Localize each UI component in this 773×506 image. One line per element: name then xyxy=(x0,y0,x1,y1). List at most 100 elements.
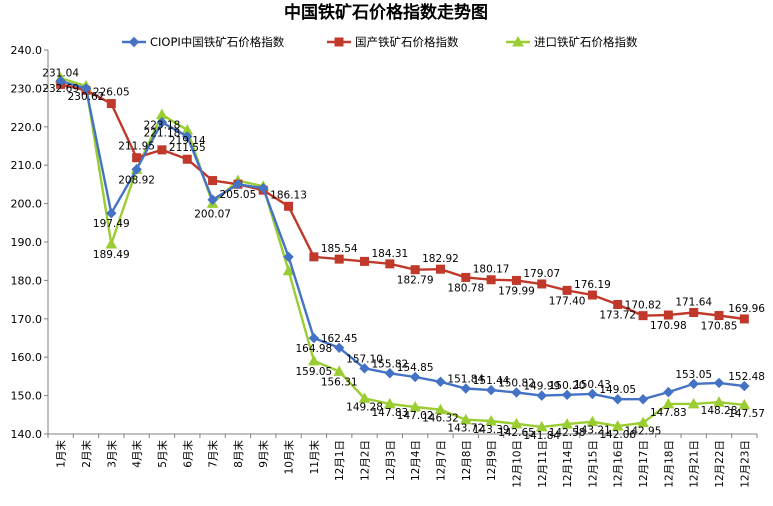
data-point xyxy=(383,397,396,409)
plot-area xyxy=(47,50,757,435)
data-point xyxy=(713,396,725,407)
legend-item-1: 国产铁矿石价格指数 xyxy=(327,35,459,49)
data-point xyxy=(358,392,371,403)
series-layer xyxy=(54,72,751,432)
data-point xyxy=(283,251,294,263)
data-label: 150.43 xyxy=(574,379,611,391)
chart-title: 中国铁矿石价格指数走势图 xyxy=(284,2,488,23)
x-tick-label: 2月末 xyxy=(80,440,93,468)
data-label: 197.49 xyxy=(93,218,130,230)
data-point xyxy=(132,153,142,163)
data-label: 143.72 xyxy=(447,423,484,435)
data-point xyxy=(561,418,573,429)
data-point xyxy=(511,275,521,285)
data-label: 164.98 xyxy=(296,343,333,355)
data-label: 205.05 xyxy=(220,189,257,201)
data-point xyxy=(561,389,573,401)
data-point xyxy=(308,332,320,344)
data-point xyxy=(409,371,421,383)
y-tick-label: 140.0 xyxy=(11,428,43,441)
data-label: 171.64 xyxy=(675,297,712,309)
data-point xyxy=(637,394,649,405)
x-tick-label: 3月末 xyxy=(105,440,118,468)
x-tick-label: 12月17日 xyxy=(638,440,650,488)
data-label: 186.13 xyxy=(270,189,307,201)
x-tick-label: 11月末 xyxy=(308,440,321,475)
y-tick-label: 210.0 xyxy=(11,159,43,172)
data-point xyxy=(131,164,142,175)
data-point xyxy=(182,131,193,142)
data-label: 173.72 xyxy=(599,310,636,322)
y-tick-label: 190.0 xyxy=(11,236,43,249)
series-line xyxy=(60,83,745,321)
x-tick-label: 12月3日 xyxy=(385,440,397,481)
data-label: 151.84 xyxy=(447,374,484,386)
x-tick-label: 12月7日 xyxy=(435,440,447,481)
data-label: 150.82 xyxy=(498,377,535,389)
legend: CIOPI中国铁矿石价格指数 国产铁矿石价格指数 进口铁矿石价格指数 xyxy=(122,35,638,49)
x-axis: 1月末 2月末 3月末 4月末 5月末 6月末 7月末 8月末 9月末 10月末 11月末 12月1日… xyxy=(47,434,758,488)
y-tick-label: 150.0 xyxy=(11,390,43,403)
data-point xyxy=(333,365,346,376)
data-point xyxy=(663,310,673,320)
data-point xyxy=(688,378,699,390)
data-point xyxy=(282,264,295,276)
legend-label: CIOPI中国铁矿石价格指数 xyxy=(150,35,285,49)
series-line xyxy=(60,79,745,401)
data-label: 142.06 xyxy=(599,429,636,441)
legend-swatch-marker xyxy=(128,36,140,48)
data-point xyxy=(613,300,623,310)
data-point xyxy=(687,397,700,409)
data-label: 143.39 xyxy=(473,424,510,436)
legend-label: 国产铁矿石价格指数 xyxy=(355,35,459,49)
data-label: 142.58 xyxy=(549,427,586,439)
data-point xyxy=(182,154,192,164)
data-label: 182.79 xyxy=(397,275,434,287)
series-line xyxy=(60,76,745,429)
data-point xyxy=(461,272,471,282)
data-label: 170.85 xyxy=(701,321,738,333)
data-point xyxy=(384,368,396,379)
data-point xyxy=(360,256,370,266)
data-point xyxy=(157,145,167,155)
data-label: 170.98 xyxy=(650,320,687,332)
data-label: 157.10 xyxy=(346,353,383,365)
data-point xyxy=(105,237,118,249)
data-point xyxy=(713,377,725,389)
data-point xyxy=(80,83,92,94)
data-point xyxy=(536,390,547,401)
data-label: 147.83 xyxy=(650,407,687,419)
data-label: 219.14 xyxy=(169,135,206,147)
data-point xyxy=(459,413,472,425)
data-label: 231.04 xyxy=(42,67,79,79)
data-label: 141.84 xyxy=(523,430,560,442)
data-label: 149.28 xyxy=(346,401,383,413)
data-point xyxy=(662,397,675,409)
data-point xyxy=(663,386,674,398)
data-label: 147.57 xyxy=(728,408,765,420)
data-label: 147.83 xyxy=(371,407,408,419)
data-label: 154.85 xyxy=(397,362,434,374)
data-point xyxy=(537,279,547,289)
data-point xyxy=(410,265,420,275)
x-tick-label: 6月末 xyxy=(181,440,194,468)
data-point xyxy=(435,376,446,387)
data-point xyxy=(232,179,244,190)
data-label: 149.99 xyxy=(523,381,560,393)
x-tick-label: 8月末 xyxy=(232,440,245,468)
data-point xyxy=(562,285,572,295)
data-label: 184.31 xyxy=(371,248,408,260)
data-label: 170.82 xyxy=(625,300,662,312)
x-tick-label: 12月8日 xyxy=(461,440,473,481)
y-tick-label: 220.0 xyxy=(11,121,43,134)
data-point xyxy=(535,420,548,432)
x-tick-label: 12月14日 xyxy=(562,440,574,488)
x-tick-label: 12月23日 xyxy=(739,440,751,488)
data-label: 176.19 xyxy=(574,279,611,291)
legend-swatch-marker xyxy=(334,37,344,47)
data-label: 179.07 xyxy=(523,268,560,280)
data-label: 180.78 xyxy=(447,282,484,294)
legend-item-2: 进口铁矿石价格指数 xyxy=(506,35,638,49)
